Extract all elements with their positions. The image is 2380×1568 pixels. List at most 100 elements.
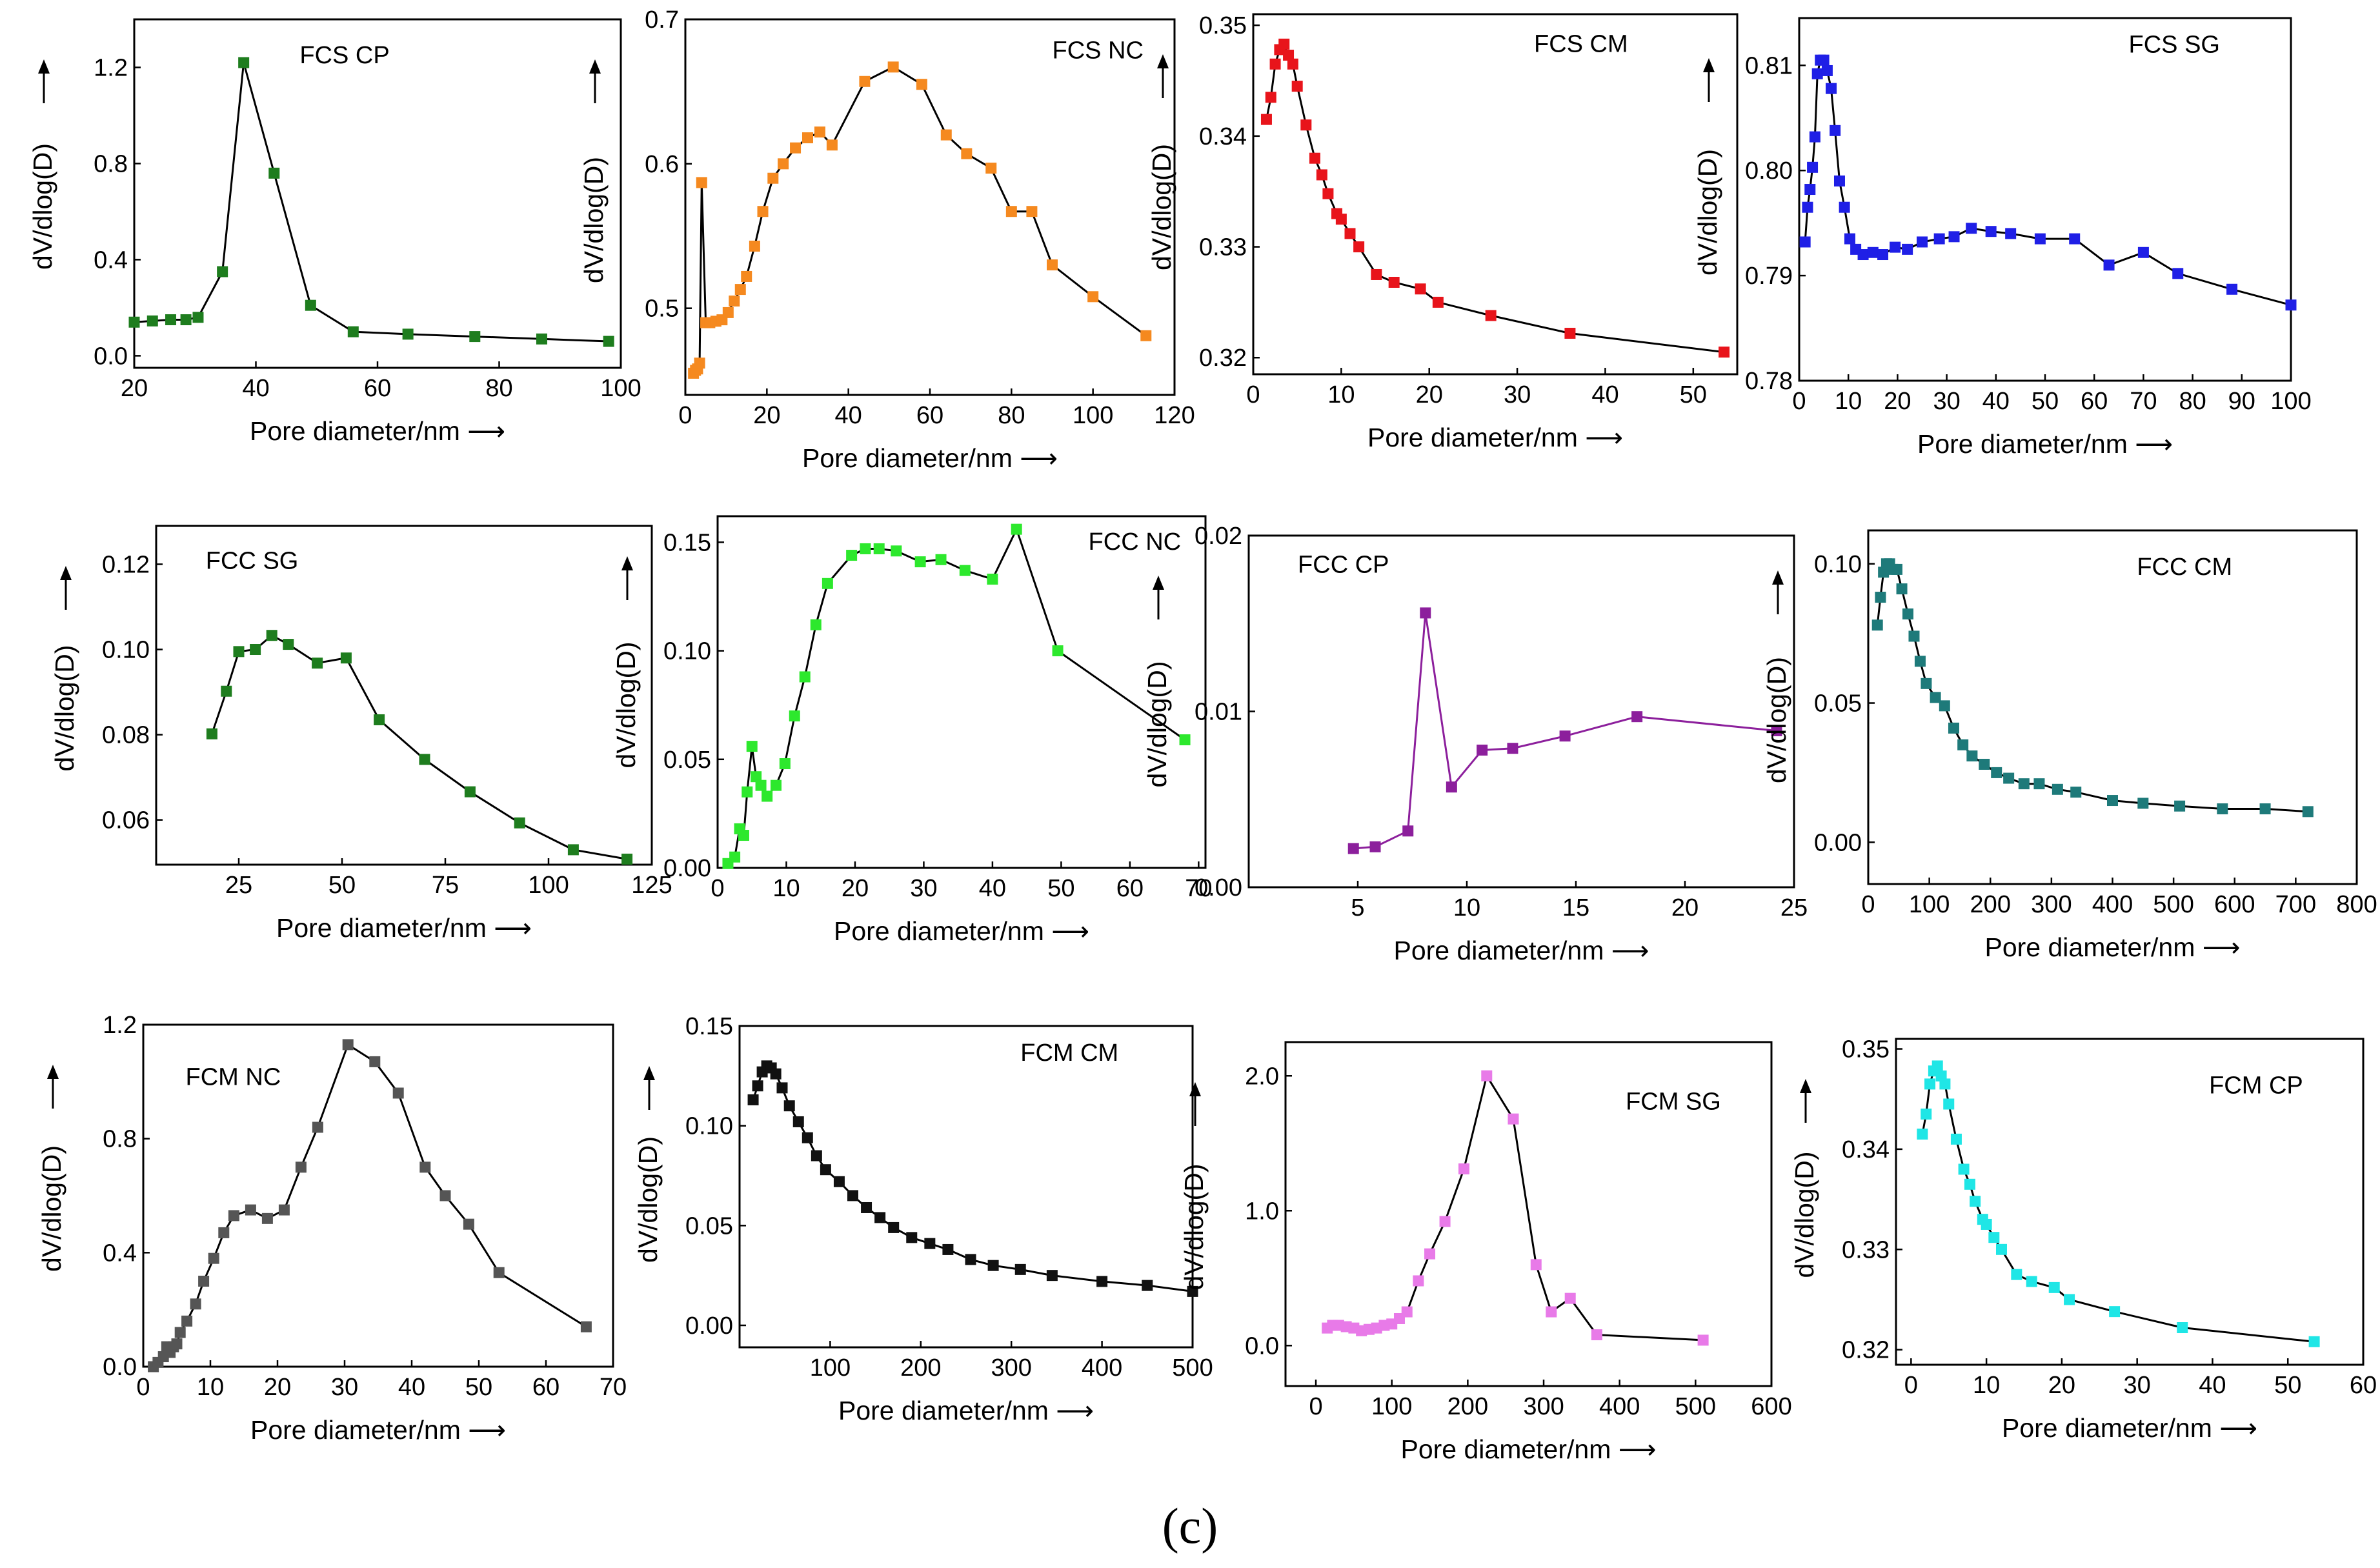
- x-tick-label: 15: [1562, 894, 1589, 921]
- data-point: [2308, 1336, 2320, 1347]
- x-tick-label: 800: [2336, 891, 2377, 918]
- x-tick-label: 10: [1973, 1372, 2000, 1399]
- x-tick-label: 30: [910, 875, 937, 902]
- y-axis-label: dV/dlog(D): [1790, 1152, 1819, 1278]
- y-tick-label: 0.15: [685, 1013, 733, 1040]
- x-tick-label: 300: [991, 1354, 1031, 1382]
- data-point: [1921, 1109, 1932, 1120]
- data-point: [1875, 592, 1886, 603]
- data-point: [305, 299, 316, 311]
- y-tick-label: 0.35: [1199, 12, 1247, 39]
- plot-frame: [738, 1025, 1194, 1349]
- data-point: [1291, 81, 1303, 92]
- data-point: [266, 630, 277, 641]
- data-point: [741, 786, 753, 798]
- y-tick-label: 0.00: [663, 855, 711, 882]
- data-point: [2109, 1306, 2121, 1318]
- data-point: [469, 331, 481, 343]
- y-tick-label: 0.00: [1814, 829, 1862, 856]
- data-point: [1278, 38, 1290, 50]
- data-point: [2107, 795, 2118, 807]
- chart-title: FCM SG: [1626, 1089, 1721, 1116]
- series-line: [1353, 612, 1777, 850]
- x-axis-label-text: Pore diameter/nm: [1367, 423, 1578, 452]
- x-tick-label: 40: [1982, 388, 2010, 415]
- chart-title: FCC CP: [1298, 552, 1389, 579]
- data-point: [342, 1039, 354, 1050]
- chart-title: FCC NC: [1089, 528, 1182, 556]
- data-point: [1957, 739, 1969, 750]
- x-tick-label: 50: [1047, 875, 1074, 902]
- data-point: [567, 844, 579, 856]
- y-axis-label: dV/dlog(D): [611, 642, 641, 769]
- data-point: [1322, 188, 1334, 199]
- data-point: [1979, 758, 1990, 770]
- data-point: [1890, 241, 1901, 253]
- data-point: [1369, 841, 1381, 852]
- y-axis-arrowhead-icon: [1189, 1082, 1201, 1096]
- chart-panel-2: 0 20 40 60 80 100 120 0.5 0.6 0.7 Pore diameter/nm…: [579, 6, 1195, 473]
- y-axis-arrowhead-icon: [1703, 58, 1715, 72]
- data-point: [1799, 236, 1811, 248]
- x-tick-label: 40: [835, 402, 862, 429]
- data-point: [374, 714, 385, 725]
- data-point: [1948, 722, 1959, 734]
- data-point: [942, 1243, 954, 1255]
- chart-panel-4: 0 10 20 30 40 50 60 70 80 90 100 0.78 0.79 0.80 0.81 Po…: [1693, 17, 2312, 459]
- x-tick-label: 100: [1073, 402, 1113, 429]
- x-axis-label-text: Pore diameter/nm: [1984, 932, 2195, 962]
- x-tick-label: 0: [711, 875, 724, 902]
- data-point: [278, 1204, 290, 1216]
- x-tick-label: 40: [398, 1374, 425, 1401]
- chart-panel-7: 5 10 15 20 25 0.00 0.01 0.02 Pore diameter/nm ⟶ d…: [1142, 523, 1808, 965]
- y-tick-label: 0.00: [1195, 874, 1242, 901]
- x-tick-label: 50: [2032, 388, 2059, 415]
- x-axis-arrow-icon: ⟶: [1578, 423, 1623, 452]
- y-axis-arrowhead-icon: [47, 1065, 59, 1079]
- y-tick-label: 0.0: [94, 343, 128, 370]
- data-point: [1335, 214, 1347, 225]
- data-point: [283, 639, 294, 650]
- x-tick-label: 125: [631, 872, 672, 899]
- data-point: [757, 206, 769, 217]
- data-point: [2048, 1282, 2060, 1293]
- data-point: [1142, 1280, 1153, 1291]
- data-point: [1902, 608, 1914, 619]
- y-tick-label: 0.33: [1842, 1236, 1890, 1263]
- y-tick-label: 0.80: [1745, 157, 1793, 185]
- data-point: [985, 163, 997, 174]
- y-tick-label: 1.2: [94, 54, 128, 81]
- x-axis-label: Pore diameter/nm ⟶: [1984, 932, 2240, 962]
- data-point: [1877, 249, 1889, 261]
- data-point: [1943, 1098, 1955, 1110]
- y-tick-label: 0.06: [102, 807, 150, 834]
- x-tick-label: 80: [2179, 388, 2206, 415]
- x-tick-label: 20: [121, 375, 148, 402]
- data-point: [1564, 1292, 1576, 1304]
- data-point: [1052, 645, 1064, 657]
- chart-title: FCM NC: [186, 1064, 281, 1091]
- data-point: [810, 619, 822, 630]
- data-point: [847, 1190, 858, 1201]
- y-tick-label: 0.32: [1199, 345, 1247, 372]
- data-point: [198, 1276, 210, 1287]
- data-point: [833, 1176, 845, 1187]
- data-point: [873, 543, 885, 554]
- data-point: [1507, 743, 1518, 754]
- data-point: [1981, 1218, 1992, 1230]
- data-point: [1970, 1196, 1981, 1207]
- data-point: [228, 1210, 239, 1221]
- data-point: [233, 646, 245, 658]
- data-point: [2259, 803, 2271, 814]
- data-point: [221, 685, 232, 697]
- y-axis-label: dV/dlog(D): [1762, 657, 1791, 783]
- data-point: [811, 1150, 822, 1161]
- series-line: [1804, 59, 2292, 307]
- data-point: [312, 1121, 323, 1133]
- x-axis-arrow-icon: ⟶: [1604, 936, 1649, 965]
- data-point: [1844, 233, 1855, 245]
- y-axis-label: dV/dlog(D): [1142, 661, 1172, 788]
- x-axis-arrow-icon: ⟶: [461, 1415, 506, 1445]
- y-tick-label: 0.02: [1195, 523, 1242, 550]
- x-tick-label: 80: [998, 402, 1025, 429]
